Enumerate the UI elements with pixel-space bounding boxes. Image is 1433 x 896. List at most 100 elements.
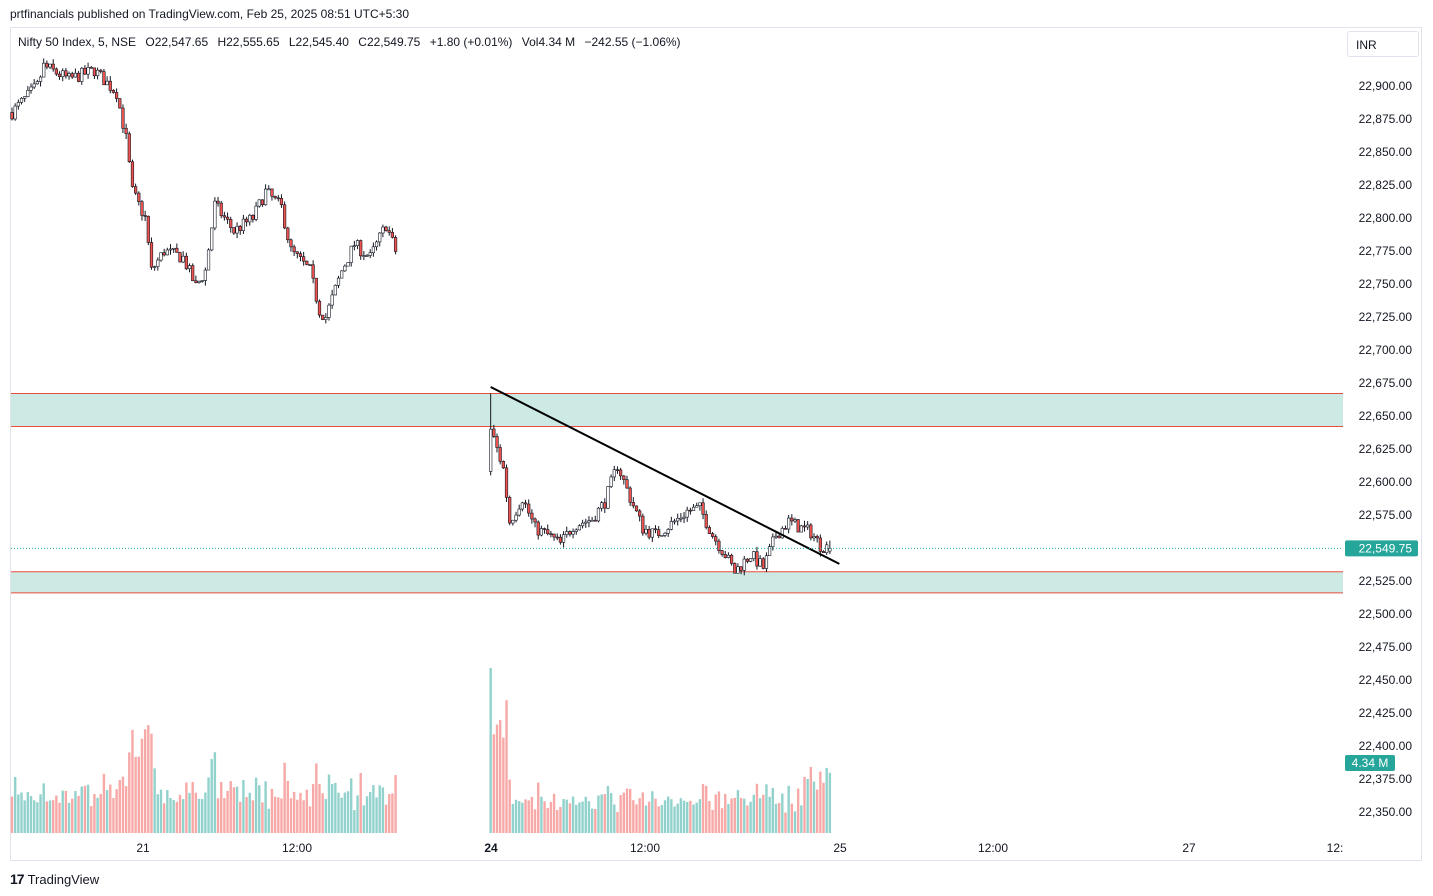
candle-body	[57, 73, 62, 77]
candle-body	[552, 533, 556, 538]
candle-body	[175, 247, 179, 253]
volume-bar	[359, 773, 362, 833]
price-tick-label: 22,775.00	[1359, 244, 1413, 258]
volume-bar	[562, 799, 565, 833]
price-tick-label: 22,525.00	[1359, 574, 1413, 588]
volume-bar	[270, 788, 274, 833]
volume-bar	[603, 794, 606, 833]
candle-body	[355, 240, 360, 246]
candle-body	[742, 558, 746, 571]
candle-body	[38, 76, 43, 82]
candle-body	[200, 280, 204, 282]
candle-body	[165, 249, 169, 256]
candle-body	[527, 503, 531, 514]
price-tick-label: 22,575.00	[1359, 508, 1413, 522]
volume-bar	[533, 809, 537, 833]
volume-bar	[194, 792, 198, 833]
candle-body	[777, 535, 781, 539]
volume-bar	[112, 798, 115, 833]
candle-body	[669, 521, 673, 530]
volume-bar	[166, 790, 169, 833]
candle-body	[577, 525, 582, 531]
volume-bar	[242, 780, 245, 833]
candle-body	[270, 188, 274, 197]
volume-bar	[552, 793, 556, 833]
candle-body	[254, 205, 258, 220]
volume-bar	[201, 798, 204, 833]
candle-body	[305, 260, 309, 265]
volume-bar	[578, 802, 581, 833]
price-tick-label: 22,650.00	[1359, 409, 1413, 423]
candle-body	[774, 535, 778, 538]
volume-bar	[378, 785, 381, 833]
candle-body	[346, 262, 350, 267]
volume-bar	[502, 737, 505, 833]
candle-body	[178, 252, 182, 263]
candle-body	[10, 112, 14, 120]
candle-body	[16, 102, 20, 107]
candle-body	[492, 428, 496, 437]
volume-bar	[613, 804, 616, 833]
volume-bar	[261, 802, 264, 833]
candle-body	[76, 72, 81, 82]
volume-bar	[730, 798, 733, 833]
close-value: C22,549.75	[358, 35, 421, 49]
volume-bar	[673, 806, 676, 833]
candle-body	[184, 255, 188, 270]
currency-selector[interactable]: INR	[1347, 31, 1419, 57]
candle-body	[501, 461, 505, 469]
candle-body	[86, 67, 90, 75]
candle-body	[729, 554, 734, 564]
candle-body	[80, 67, 84, 82]
volume-bar	[245, 797, 248, 833]
volume-bar	[349, 778, 353, 833]
volume-bar	[337, 792, 340, 833]
volume-bar	[372, 785, 375, 833]
symbol-name[interactable]: Nifty 50 Index, 5, NSE	[18, 35, 137, 49]
volume-bar	[793, 811, 797, 833]
volume-bar	[302, 800, 305, 833]
volume-bar	[689, 800, 692, 833]
candle-body	[238, 225, 242, 231]
volume-bars	[10, 668, 832, 833]
candle-body	[691, 506, 696, 511]
volume-bar	[296, 799, 299, 833]
candle-body	[764, 555, 769, 569]
volume-bar	[663, 800, 667, 833]
volume-bar	[308, 806, 312, 833]
candle-body	[714, 536, 718, 542]
candle-body	[156, 259, 160, 267]
candle-body	[783, 528, 788, 530]
volume-bar	[391, 793, 394, 833]
candle-body	[343, 265, 347, 272]
chart-overlay	[11, 386, 1343, 565]
candle-body	[679, 517, 683, 520]
volume-bar	[815, 789, 819, 833]
candle-body	[362, 255, 366, 257]
tradingview-footer[interactable]: 17 TradingView	[10, 871, 99, 887]
price-tick-label: 22,750.00	[1359, 277, 1413, 291]
candle-body	[650, 528, 654, 538]
volume-bar	[590, 808, 594, 833]
volume-bar	[575, 804, 578, 833]
candle-body	[229, 219, 233, 228]
candle-body	[698, 502, 702, 506]
volume-bar	[232, 787, 236, 833]
volume-bar	[635, 804, 638, 833]
candle-body	[153, 266, 157, 268]
volume-bar	[381, 787, 385, 833]
volume-bar	[384, 804, 388, 833]
price-tick-label: 22,900.00	[1359, 79, 1413, 93]
candle-body	[603, 502, 607, 509]
volume-bar	[809, 766, 813, 833]
candle-body	[273, 195, 277, 199]
candle-body	[821, 551, 826, 554]
candle-body	[235, 225, 239, 234]
volume-bar	[137, 756, 140, 833]
candle-body	[324, 317, 328, 320]
candle-body	[381, 226, 385, 234]
volume-bar	[682, 800, 686, 833]
volume-bar	[346, 791, 350, 833]
candle-body	[498, 447, 502, 462]
